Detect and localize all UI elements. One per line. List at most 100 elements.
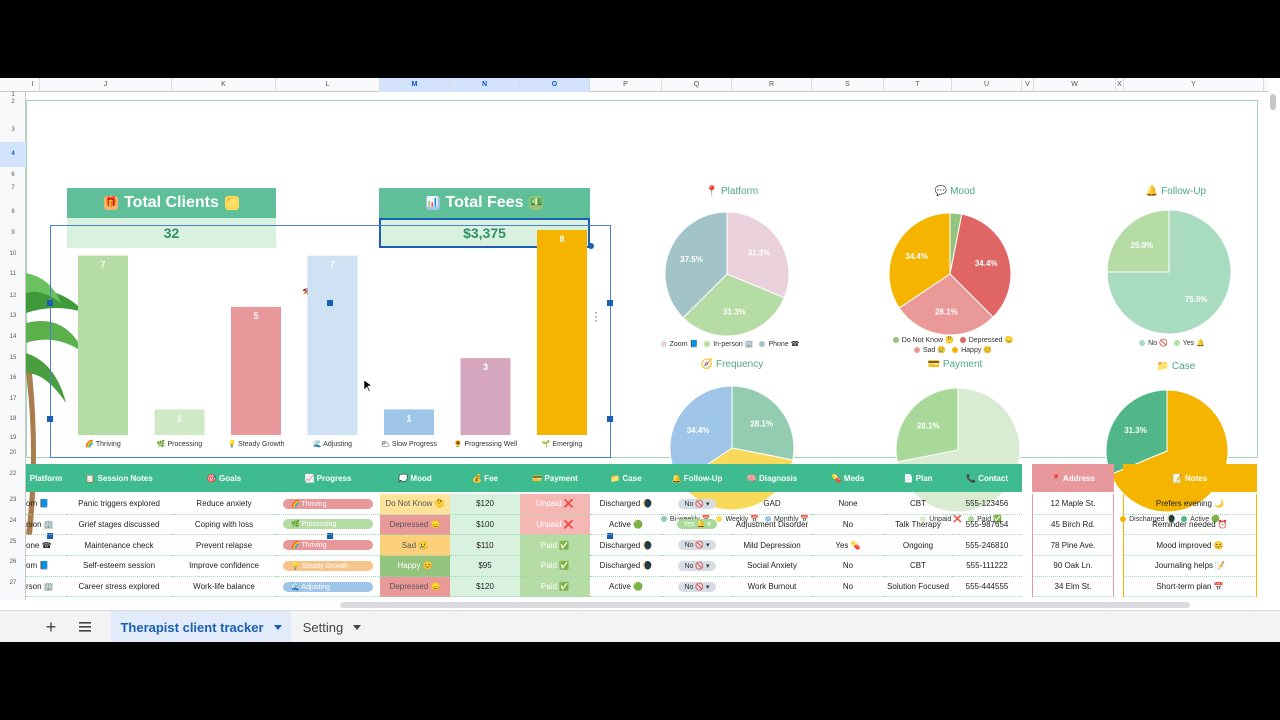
bar-slow-progress[interactable] (384, 409, 434, 435)
table-cell-follow[interactable]: No 🚫 ▾ (662, 556, 732, 577)
row-header-25[interactable]: 25 (9, 539, 17, 545)
table-cell-diagnosis[interactable]: GAD (732, 494, 812, 515)
table-cell-notes[interactable]: Prefers evening 🌙 (1123, 494, 1257, 515)
table-cell-plan[interactable]: Solution Focused (884, 577, 952, 598)
total-clients-value[interactable]: 32 (67, 218, 276, 248)
table-cell-fee[interactable]: $120 (450, 494, 520, 515)
column-header-p[interactable]: P (590, 78, 662, 92)
table-cell-platform[interactable]: rson 🏢 (26, 515, 66, 536)
follow-up-dropdown[interactable]: No 🚫 ▾ (678, 560, 716, 571)
row-header-10[interactable]: 10 (9, 251, 17, 257)
pie-slice[interactable] (682, 273, 785, 337)
pie-chart-platform[interactable]: 31.3% 31.3% 37.5% (663, 210, 791, 338)
table-header-9[interactable]: 🧠 Diagnosis (732, 464, 812, 492)
table-header-1[interactable]: 📋 Session Notes (66, 464, 172, 492)
row-header-4[interactable]: 4 (0, 142, 26, 167)
progress-chip[interactable]: 🌊 Adjusting (283, 581, 373, 592)
table-header-7[interactable]: 📁 Case (590, 464, 662, 492)
follow-up-dropdown[interactable]: No 🚫 ▾ (678, 498, 716, 509)
chart-handle-tc[interactable] (327, 300, 333, 306)
column-header-u[interactable]: U (952, 78, 1022, 92)
progress-chip[interactable]: 🌈 Thriving (283, 540, 373, 551)
bar-emerging[interactable] (537, 230, 587, 435)
table-cell-notes[interactable]: Panic triggers explored (66, 494, 172, 515)
row-header-8[interactable]: 8 (11, 209, 15, 215)
table-cell-platform[interactable]: rson 🏢 (26, 577, 66, 598)
table-header-0[interactable]: Platform (26, 464, 66, 492)
table-cell-follow[interactable]: No 🚫 ▾ (662, 577, 732, 598)
row-header-6[interactable]: 6 (11, 172, 15, 178)
table-cell-payment[interactable]: Unpaid ❌ (520, 514, 590, 536)
table-cell-contact[interactable]: 555-123456 (952, 494, 1022, 515)
table-cell-payment[interactable]: Paid ✅ (520, 535, 590, 556)
row-header-17[interactable]: 17 (9, 396, 17, 402)
table-cell-progress[interactable]: 🌊 Adjusting (276, 577, 380, 598)
table-cell-address[interactable]: 34 Elm St. (1032, 576, 1114, 598)
table-cell-address[interactable]: 90 Oak Ln. (1032, 556, 1114, 577)
table-cell-fee[interactable]: $95 (450, 556, 520, 577)
table-cell-progress[interactable]: 💡 Steady Growth (276, 556, 380, 577)
row-header-1[interactable]: 1 (11, 92, 15, 98)
all-sheets-menu-icon[interactable] (72, 611, 98, 642)
row-header-14[interactable]: 14 (9, 334, 17, 340)
table-cell-goals[interactable]: Coping with loss (172, 515, 276, 536)
table-cell-mood[interactable]: Sad 😢 (380, 535, 450, 556)
row-header-26[interactable]: 26 (9, 559, 17, 565)
column-header-k[interactable]: K (172, 78, 276, 92)
pie-chart-mood[interactable]: 34.4% 28.1% 34.4% (887, 211, 1013, 337)
chart-handle-br[interactable] (607, 533, 613, 539)
chart-handle-ml[interactable] (47, 416, 53, 422)
column-header-j[interactable]: J (40, 78, 172, 92)
table-cell-follow[interactable]: No 🚫 ▾ (662, 535, 732, 556)
table-cell-goals[interactable]: Reduce anxiety (172, 494, 276, 515)
pie-slice[interactable] (726, 211, 790, 299)
table-cell-diagnosis[interactable]: Mild Depression (732, 535, 812, 556)
table-cell-case[interactable]: Discharged 🌘 (590, 494, 662, 515)
row-header-12[interactable]: 12 (9, 293, 17, 299)
chart-menu-icon[interactable]: · · · (594, 305, 598, 327)
pie-slice[interactable] (664, 211, 728, 319)
column-header-w[interactable]: W (1034, 78, 1116, 92)
table-header-2[interactable]: 🎯 Goals (172, 464, 276, 492)
row-header-22[interactable]: 22 (9, 471, 17, 477)
follow-up-dropdown[interactable]: No 🚫 ▾ (678, 540, 716, 551)
table-cell-case[interactable]: Discharged 🌘 (590, 535, 662, 556)
row-header-20[interactable]: 20 (9, 450, 17, 456)
table-cell-platform[interactable]: om 📘 (26, 494, 66, 515)
column-header-x[interactable]: X (1116, 78, 1124, 92)
table-cell-contact[interactable]: 555-246810 (952, 535, 1022, 556)
table-cell-contact[interactable]: 555-987654 (952, 515, 1022, 536)
table-cell-diagnosis[interactable]: Adjustment Disorder (732, 515, 812, 536)
table-cell-platform[interactable]: one ☎ (26, 535, 66, 556)
table-cell-progress[interactable]: 🌈 Thriving (276, 535, 380, 556)
table-cell-meds[interactable]: No (812, 515, 884, 536)
table-cell-diagnosis[interactable]: Work Burnout (732, 577, 812, 598)
progress-chip[interactable]: 🌿 Processing (283, 519, 373, 530)
column-header-v[interactable]: V (1022, 78, 1034, 92)
row-header-18[interactable]: 18 (9, 416, 17, 422)
row-header-3[interactable]: 3 (11, 127, 15, 133)
table-header-12[interactable]: 📞 Contact (952, 464, 1022, 492)
chart-handle-tr[interactable] (607, 300, 613, 306)
row-header-15[interactable]: 15 (9, 355, 17, 361)
row-header-27[interactable]: 27 (9, 580, 17, 586)
table-cell-meds[interactable]: No (812, 577, 884, 598)
row-header-19[interactable]: 19 (9, 435, 17, 441)
table-header-10[interactable]: 💊 Meds (812, 464, 884, 492)
table-cell-meds[interactable]: Yes 💊 (812, 535, 884, 556)
table-cell-fee[interactable]: $100 (450, 514, 520, 536)
table-cell-payment[interactable]: Paid ✅ (520, 576, 590, 598)
table-cell-notes[interactable]: Maintenance check (66, 535, 172, 556)
table-header-6[interactable]: 💳 Payment (520, 464, 590, 492)
table-cell-fee[interactable]: $120 (450, 576, 520, 598)
tab-dropdown-icon[interactable] (273, 624, 282, 630)
row-header-13[interactable]: 13 (9, 313, 17, 319)
table-cell-plan[interactable]: Talk Therapy (884, 515, 952, 536)
add-sheet-button[interactable]: + (45, 616, 57, 637)
chart-handle-mr[interactable] (607, 416, 613, 422)
row-header-7[interactable]: 7 (11, 185, 15, 191)
table-header-4[interactable]: 💭 Mood (380, 464, 450, 492)
table-cell-address[interactable]: 78 Pine Ave. (1032, 535, 1114, 556)
table-cell-plan[interactable]: CBT (884, 556, 952, 577)
table-cell-follow[interactable]: Yes 🔔 ▾ (662, 515, 732, 536)
